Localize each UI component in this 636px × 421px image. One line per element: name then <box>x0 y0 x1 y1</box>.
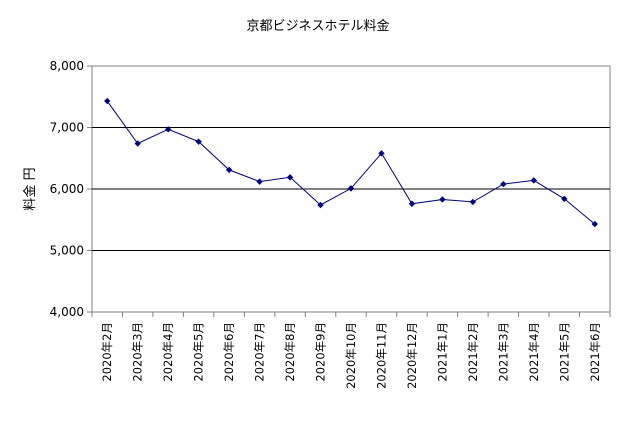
y-axis-ticks: 4,000 5,000 6,000 7,000 8,000 <box>50 59 92 319</box>
x-tick-label: 2020年8月 <box>283 322 297 382</box>
x-tick-label: 2020年5月 <box>192 322 206 382</box>
data-point <box>530 177 538 184</box>
data-point <box>195 138 202 145</box>
x-tick-label: 2021年3月 <box>496 322 510 382</box>
x-tick-label: 2020年6月 <box>222 322 236 382</box>
data-point <box>500 180 507 188</box>
x-tick-label: 2020年2月 <box>100 322 114 382</box>
data-point <box>104 97 111 105</box>
x-tick-label: 2020年11月 <box>374 322 388 389</box>
x-tick-label: 2020年4月 <box>161 322 175 382</box>
x-tick-label: 2020年10月 <box>344 322 358 389</box>
data-point <box>317 201 324 209</box>
data-point <box>225 166 233 174</box>
x-tick-label: 2021年4月 <box>527 322 541 382</box>
data-point <box>134 140 141 147</box>
data-point <box>378 150 385 157</box>
data-point <box>408 200 416 207</box>
data-point <box>469 198 477 206</box>
x-tick-label: 2021年6月 <box>588 322 602 382</box>
chart-title: 京都ビジネスホテル料金 <box>246 18 389 34</box>
x-tick-label: 2020年9月 <box>314 322 328 382</box>
y-tick-label: 7,000 <box>50 121 84 135</box>
data-point <box>256 178 263 185</box>
x-tick-label: 2020年3月 <box>131 322 145 382</box>
x-tick-label: 2021年1月 <box>435 322 449 382</box>
x-axis-ticks: 2020年2月 2020年3月 2020年4月 2020年5月 2020年6月 2020年… <box>91 312 611 389</box>
x-tick-label: 2020年7月 <box>253 322 267 382</box>
data-point <box>347 185 355 192</box>
data-series <box>104 97 598 228</box>
x-tick-label: 2021年5月 <box>557 322 571 382</box>
data-point <box>286 174 294 181</box>
data-point <box>561 195 568 203</box>
data-point <box>164 126 172 133</box>
y-tick-label: 8,000 <box>50 59 84 73</box>
data-point <box>439 196 446 203</box>
y-axis-label: 料金 円 <box>22 167 38 210</box>
x-tick-label: 2021年2月 <box>466 322 480 382</box>
y-tick-label: 5,000 <box>50 244 84 258</box>
x-tick-label: 2020年12月 <box>405 322 419 389</box>
y-tick-label: 6,000 <box>50 182 84 196</box>
data-point <box>591 220 598 228</box>
y-tick-label: 4,000 <box>50 305 84 319</box>
